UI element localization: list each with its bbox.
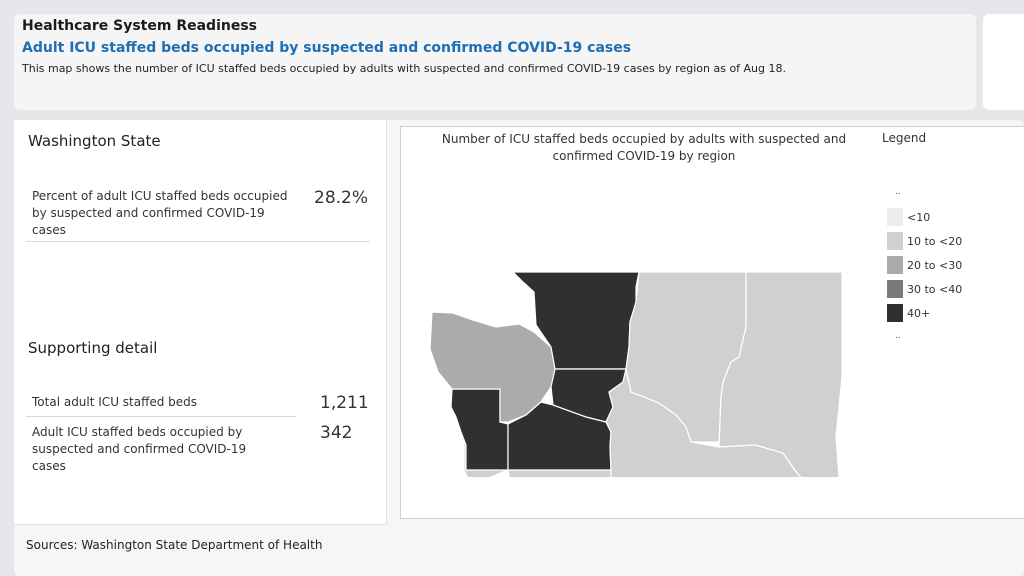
region-south-central-light[interactable] [605,368,811,477]
region-map-panel: Number of ICU staffed beds occupied by a… [400,126,1024,519]
legend-item: <10 [887,205,962,229]
statewide-summary-panel: Washington State Percent of adult ICU st… [14,120,387,525]
legend-label: 30 to <40 [907,282,963,296]
main-card: Washington State Percent of adult ICU st… [14,120,1024,576]
legend-label: <10 [907,210,931,224]
total-beds-label: Total adult ICU staffed beds [32,395,198,409]
page-subtitle: Adult ICU staffed beds occupied by suspe… [22,40,632,56]
legend-item: 30 to <40 [887,277,962,301]
washington-region-map [429,271,843,477]
legend-title: Legend [882,131,927,145]
sources-note: Sources: Washington State Department of … [26,538,323,552]
page-description: This map shows the number of ICU staffed… [22,62,787,75]
legend-label: 10 to <20 [907,234,963,248]
dashboard-title: Healthcare System Readiness [22,18,257,34]
legend-swatch [887,280,903,298]
legend-swatch [887,208,903,226]
percent-occupied-label: Percent of adult ICU staffed beds occupi… [32,189,288,237]
legend-item: 40+ [887,301,962,325]
state-title: Washington State [28,132,161,150]
legend-swatch [887,256,903,274]
legend: <10 10 to <20 20 to <30 30 to <40 40+ [887,205,962,325]
occupied-beds-value: 342 [320,423,353,443]
legend-label: 20 to <30 [907,258,963,272]
percent-occupied-value: 28.2% [314,188,369,208]
region-olympic-peninsula[interactable] [429,311,557,423]
legend-swatch [887,232,903,250]
legend-dots-top: .. [895,187,901,197]
legend-item: 20 to <30 [887,253,962,277]
legend-label: 40+ [907,306,931,320]
region-southwest[interactable] [507,469,686,477]
legend-item: 10 to <20 [887,229,962,253]
header-side-panel [983,14,1024,110]
legend-dots-bottom: .. [895,331,901,341]
legend-swatch [887,304,903,322]
divider [26,416,296,417]
divider [26,241,370,242]
occupied-beds-label: Adult ICU staffed beds occupied by suspe… [32,425,247,473]
map-title: Number of ICU staffed beds occupied by a… [441,132,847,163]
header-card: Healthcare System Readiness Adult ICU st… [14,14,976,110]
supporting-detail-title: Supporting detail [28,339,158,357]
total-beds-value: 1,211 [320,393,369,413]
